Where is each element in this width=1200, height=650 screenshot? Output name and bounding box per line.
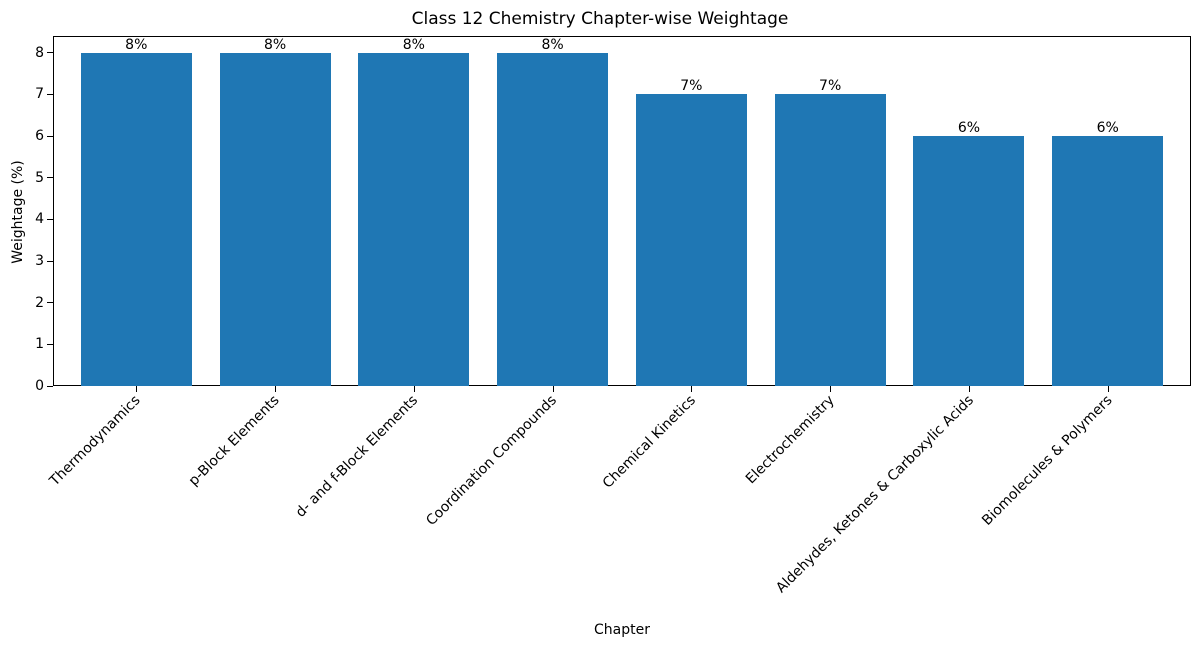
x-tick bbox=[1107, 386, 1109, 392]
x-tick-label: Coordination Compounds bbox=[423, 392, 561, 530]
y-tick bbox=[47, 343, 53, 345]
bar-value-label: 8% bbox=[541, 36, 564, 53]
plot-area bbox=[53, 36, 1191, 386]
bar bbox=[1052, 136, 1164, 386]
y-tick-label: 6 bbox=[35, 128, 44, 144]
y-tick bbox=[47, 177, 53, 179]
bar-value-label: 8% bbox=[402, 36, 425, 53]
bar bbox=[635, 94, 747, 386]
y-tick-label: 1 bbox=[35, 336, 44, 353]
y-tick bbox=[47, 93, 53, 95]
x-tick bbox=[136, 386, 138, 392]
y-tick-label: 4 bbox=[35, 211, 44, 228]
y-tick-label: 7 bbox=[35, 86, 44, 103]
bar bbox=[774, 94, 886, 386]
y-axis-label: Weightage (%) bbox=[10, 160, 26, 264]
bar-value-label: 7% bbox=[819, 78, 842, 95]
chart-title: Class 12 Chemistry Chapter-wise Weightag… bbox=[411, 9, 789, 29]
x-tick-label: Electrochemistry bbox=[743, 392, 838, 488]
bar bbox=[219, 52, 331, 386]
x-tick bbox=[552, 386, 554, 392]
bar bbox=[913, 136, 1025, 386]
bar bbox=[80, 52, 192, 386]
y-tick-label: 5 bbox=[35, 169, 44, 186]
x-tick-label: d- and f-Block Elements bbox=[293, 392, 422, 521]
x-tick-label: p-Block Elements bbox=[185, 392, 283, 490]
y-tick-label: 8 bbox=[35, 44, 44, 61]
x-axis-label: Chapter bbox=[594, 622, 650, 638]
y-tick bbox=[47, 385, 53, 387]
y-tick bbox=[47, 260, 53, 262]
y-tick bbox=[47, 52, 53, 54]
y-tick bbox=[47, 135, 53, 137]
bar-value-label: 6% bbox=[957, 120, 981, 136]
bar-value-label: 7% bbox=[680, 78, 703, 95]
bar bbox=[358, 52, 470, 386]
y-tick bbox=[47, 302, 53, 304]
bar bbox=[497, 52, 609, 386]
x-tick bbox=[691, 386, 693, 392]
x-tick bbox=[830, 386, 832, 392]
x-tick-label: Biomolecules & Polymers bbox=[978, 392, 1116, 529]
y-tick-label: 3 bbox=[35, 253, 44, 269]
x-tick bbox=[968, 386, 970, 392]
x-tick-label: Thermodynamics bbox=[47, 392, 144, 490]
x-tick-label: Chemical Kinetics bbox=[599, 392, 700, 492]
bar-value-label: 8% bbox=[263, 36, 287, 53]
x-tick bbox=[275, 386, 277, 392]
y-tick bbox=[47, 218, 53, 220]
y-tick-label: 0 bbox=[35, 378, 44, 394]
x-tick bbox=[413, 386, 415, 392]
bar-value-label: 6% bbox=[1096, 120, 1119, 136]
y-tick-label: 2 bbox=[35, 294, 44, 311]
bar-value-label: 8% bbox=[125, 36, 148, 53]
